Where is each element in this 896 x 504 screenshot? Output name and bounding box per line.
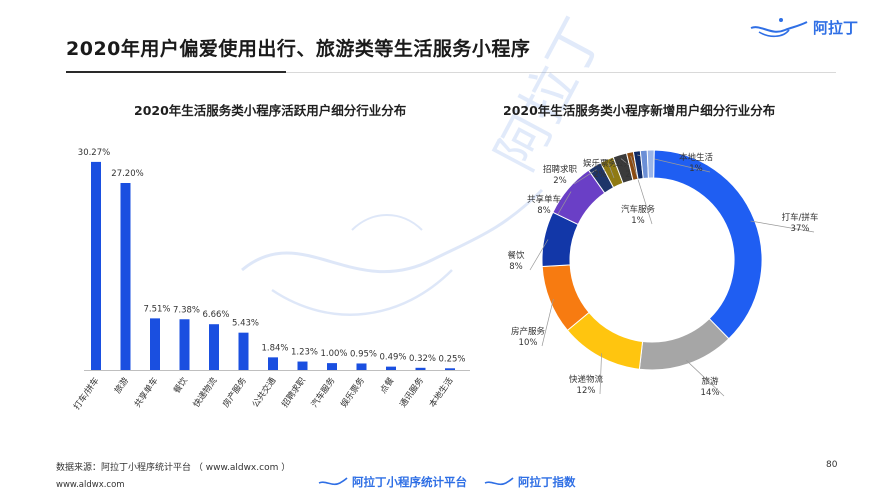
website-url[interactable]: www.aldwx.com: [56, 480, 125, 490]
slice-label: 房产服务: [511, 326, 546, 337]
slice-label: 快递物流: [569, 374, 604, 385]
leader-line: [557, 191, 572, 215]
footer-brand-index-label: 阿拉丁指数: [518, 475, 576, 489]
category-tick-label: 招聘求职: [279, 375, 308, 410]
data-source-note: 数据来源：阿拉丁小程序统计平台 （ www.aldwx.com ）: [56, 463, 291, 473]
leader-line: [573, 169, 597, 185]
slice-pct-label: 8%: [537, 206, 551, 216]
category-tick-label: 旅游: [112, 375, 131, 396]
footer-brand-index[interactable]: 阿拉丁指数: [484, 474, 576, 490]
bar-chart-title: 2020年生活服务类小程序活跃用户细分行业分布: [134, 103, 407, 118]
bar-chart: 30.27% 打车/拼车 27.20% 旅游 7.51% 共享单车 7.38% 餐饮 6.66%…: [71, 148, 470, 412]
donut-chart: 打车/拼车37%旅游14%快递物流12%房产服务10%餐饮8%共享单车8%招聘求…: [507, 149, 819, 398]
leader-line: [608, 163, 615, 179]
slice-label: 本地生活: [679, 152, 714, 163]
bar: [297, 361, 308, 370]
bar-value-label: 27.20%: [111, 169, 143, 179]
category-tick-label: 房产服务: [220, 375, 249, 410]
bar: [268, 357, 278, 370]
slice-label: 餐饮: [507, 250, 525, 261]
bar-value-label: 5.43%: [232, 319, 259, 329]
page-number: 80: [826, 460, 838, 470]
slice-pct-label: 10%: [519, 338, 538, 348]
bar-value-label: 1.00%: [320, 349, 347, 359]
bar: [356, 363, 367, 370]
slice-pct-label: 14%: [701, 388, 720, 398]
category-tick-label: 餐饮: [171, 375, 190, 396]
leader-line: [750, 220, 815, 233]
leader-line: [529, 239, 549, 271]
bar-value-label: 1.84%: [261, 343, 288, 353]
donut-chart-title: 2020年生活服务类小程序新增用户细分行业分布: [503, 103, 776, 118]
footer-brand-platform[interactable]: 阿拉丁小程序统计平台: [318, 474, 467, 490]
donut-slice: [638, 317, 730, 371]
bar: [209, 324, 219, 370]
bar-value-label: 7.38%: [173, 305, 200, 315]
bar: [179, 319, 190, 370]
footer-brand-platform-label: 阿拉丁小程序统计平台: [352, 475, 467, 489]
magic-lamp-icon: [484, 477, 514, 486]
magic-lamp-icon: [750, 18, 808, 38]
brand-logo[interactable]: 阿拉丁: [749, 14, 858, 40]
slice-pct-label: 1%: [689, 164, 703, 174]
bar-value-label: 0.25%: [438, 354, 465, 364]
slice-label: 娱乐票务: [583, 158, 618, 169]
slice-pct-label: 2%: [593, 170, 607, 180]
leader-line: [599, 353, 602, 395]
slice-pct-label: 2%: [553, 176, 567, 186]
category-tick-label: 点餐: [379, 376, 397, 396]
slice-pct-label: 37%: [791, 224, 810, 234]
slice-label: 共享单车: [527, 194, 561, 205]
bar-value-label: 0.49%: [379, 353, 406, 363]
bar-value-label: 7.51%: [143, 304, 170, 314]
bar: [386, 366, 396, 370]
category-tick-label: 娱乐票务: [338, 375, 367, 410]
slice-pct-label: 1%: [631, 216, 645, 226]
category-tick-label: 公共交通: [250, 375, 279, 410]
category-tick-label: 通讯服务: [397, 375, 426, 410]
slice-pct-label: 8%: [509, 262, 523, 272]
slice-pct-label: 12%: [577, 386, 596, 396]
slice-label: 旅游: [701, 376, 719, 387]
title-divider: [66, 72, 836, 73]
bar: [327, 363, 337, 370]
bar: [150, 318, 160, 370]
magic-lamp-icon: [318, 477, 348, 486]
category-tick-label: 共享单车: [132, 375, 161, 409]
bar: [445, 368, 455, 370]
donut-slice: [653, 149, 763, 340]
category-tick-label: 快递物流: [191, 375, 220, 410]
category-tick-label: 打车/拼车: [71, 375, 101, 412]
page-title: 2020年用户偏爱使用出行、旅游类等生活服务小程序: [66, 38, 531, 60]
slice-label: 汽车服务: [621, 204, 656, 215]
bar-value-label: 0.95%: [350, 349, 377, 359]
slice-label: 打车/拼车: [782, 212, 819, 223]
title-accent-bar: [66, 71, 286, 73]
bar-value-label: 0.32%: [409, 354, 436, 364]
leader-line: [630, 156, 653, 225]
slice-label: 招聘求职: [543, 164, 578, 175]
category-tick-label: 本地生活: [427, 375, 456, 410]
brand-name: 阿拉丁: [812, 18, 858, 37]
bar: [415, 367, 426, 370]
bar-value-label: 6.66%: [202, 310, 229, 320]
bar-value-label: 1.23%: [291, 348, 318, 358]
leader-line: [541, 298, 554, 347]
leader-line: [686, 360, 725, 397]
category-tick-label: 汽车服务: [309, 375, 338, 410]
bar-value-label: 30.27%: [78, 148, 110, 158]
donut-slice: [646, 149, 655, 179]
bar: [120, 183, 131, 370]
bar: [238, 332, 249, 370]
bar: [91, 161, 101, 370]
